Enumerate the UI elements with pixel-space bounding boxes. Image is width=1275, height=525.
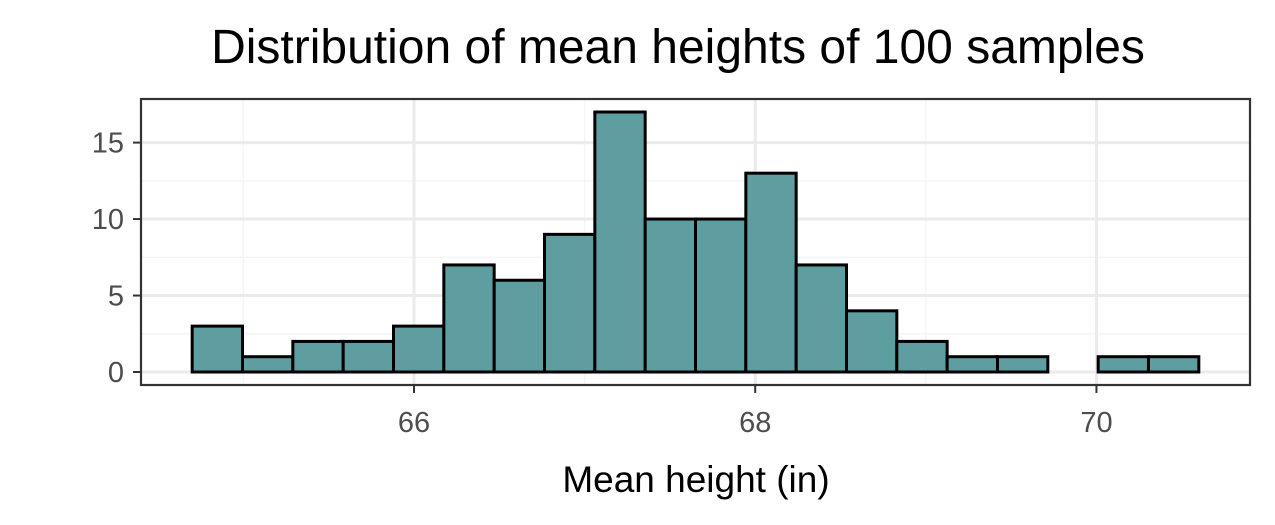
histogram-bar (442, 263, 496, 374)
histogram-bar (945, 355, 999, 374)
histogram-bar (1146, 355, 1201, 374)
y-tick-label: 10 (92, 204, 124, 236)
histogram-bar (744, 171, 798, 374)
x-axis-title: Mean height (in) (562, 459, 829, 500)
histogram-bar (844, 309, 899, 374)
x-axis: 66 68 70 (398, 385, 1113, 439)
histogram-bar (291, 339, 345, 374)
panel-border (139, 97, 1252, 387)
histogram-bar (593, 110, 647, 374)
histogram-bar (190, 324, 245, 374)
x-tick-label: 66 (398, 407, 430, 439)
histogram-bar (1096, 355, 1150, 374)
chart-title: Distribution of mean heights of 100 samp… (211, 21, 1145, 74)
histogram-bar (895, 339, 949, 374)
histogram-bar (543, 232, 597, 374)
y-tick-label: 15 (92, 128, 124, 160)
histogram-bar (492, 278, 547, 374)
x-tick-label: 70 (1080, 407, 1112, 439)
y-tick-label: 0 (108, 357, 124, 389)
histogram-bar (694, 217, 748, 374)
y-axis: 0 5 10 15 (92, 128, 141, 389)
plot-panel (139, 97, 1252, 387)
histogram-bar (995, 355, 1050, 374)
histogram-bar (341, 339, 396, 374)
histogram-bar (794, 263, 848, 374)
y-tick-label: 5 (108, 281, 124, 313)
histogram-bar (241, 355, 295, 374)
bars (190, 110, 1201, 374)
histogram-bar (643, 217, 697, 374)
histogram-bar (392, 324, 446, 374)
x-tick-label: 68 (739, 407, 771, 439)
